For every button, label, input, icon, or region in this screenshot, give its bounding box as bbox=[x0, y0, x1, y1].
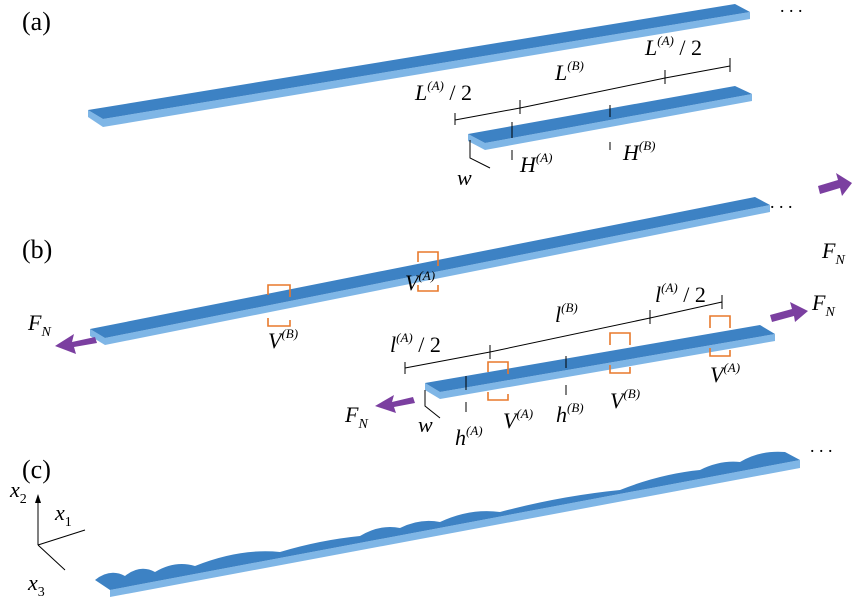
tail: / 2 bbox=[413, 332, 441, 357]
symbol: H bbox=[519, 152, 537, 177]
symbol: F bbox=[344, 402, 359, 427]
annotation: w bbox=[457, 165, 472, 190]
symbol: F bbox=[811, 290, 826, 315]
superscript: (B) bbox=[567, 400, 584, 415]
superscript: (A) bbox=[418, 268, 435, 283]
symbol: w bbox=[418, 412, 433, 437]
annotation: H(B) bbox=[622, 138, 656, 165]
subscript: 3 bbox=[38, 585, 45, 598]
superscript: (B) bbox=[281, 326, 298, 341]
annotation: l(A) / 2 bbox=[390, 330, 441, 357]
annotation: V(B) bbox=[610, 386, 640, 413]
superscript: (A) bbox=[396, 330, 413, 345]
tail: / 2 bbox=[444, 80, 472, 105]
annotation: V(A) bbox=[503, 406, 533, 433]
annotation: V(B) bbox=[268, 326, 298, 353]
superscript: (A) bbox=[516, 406, 533, 421]
superscript: (A) bbox=[536, 150, 553, 165]
annotation: x1 bbox=[54, 500, 72, 530]
annotation: H(A) bbox=[519, 150, 553, 177]
annotation: h(A) bbox=[455, 423, 483, 450]
tail: / 2 bbox=[674, 35, 702, 60]
beam-c-wavy bbox=[95, 452, 800, 597]
ellipsis: . . . bbox=[810, 436, 833, 456]
panel-label: (c) bbox=[22, 455, 51, 484]
ellipsis: . . . bbox=[780, 0, 803, 16]
figure: (a). . .L(A) / 2L(B)L(A) / 2wH(A)H(B)(b)… bbox=[0, 0, 852, 598]
annotation: L(A) / 2 bbox=[414, 78, 472, 105]
superscript: (B) bbox=[623, 386, 640, 401]
symbol: L bbox=[414, 80, 427, 105]
subscript: N bbox=[834, 253, 845, 268]
annotation: l(A) / 2 bbox=[655, 280, 706, 307]
panel-label: (a) bbox=[22, 7, 51, 36]
annotation: FN bbox=[344, 402, 368, 432]
annotation: l(B) bbox=[555, 300, 578, 327]
annotation: L(A) / 2 bbox=[644, 33, 702, 60]
subscript: N bbox=[824, 305, 835, 320]
annotation: h(B) bbox=[556, 400, 584, 427]
superscript: (B) bbox=[639, 138, 656, 153]
annotation: x3 bbox=[27, 570, 45, 598]
symbol: x bbox=[27, 570, 38, 595]
symbol: h bbox=[455, 425, 466, 450]
symbol: H bbox=[622, 140, 640, 165]
panel-label: (b) bbox=[22, 235, 52, 264]
superscript: (A) bbox=[427, 78, 444, 93]
tail: / 2 bbox=[678, 282, 706, 307]
subscript: 2 bbox=[20, 492, 27, 507]
subscript: N bbox=[40, 325, 51, 340]
ellipsis: . . . bbox=[770, 192, 793, 212]
annotation: FN bbox=[821, 238, 845, 268]
superscript: (B) bbox=[561, 300, 578, 315]
annotation: FN bbox=[811, 290, 835, 320]
annotation: V(A) bbox=[710, 360, 740, 387]
annotation: L(B) bbox=[554, 58, 584, 85]
symbol: L bbox=[554, 60, 567, 85]
superscript: (A) bbox=[466, 423, 483, 438]
symbol: w bbox=[457, 165, 472, 190]
superscript: (A) bbox=[661, 280, 678, 295]
symbol: h bbox=[556, 402, 567, 427]
symbol: F bbox=[27, 310, 42, 335]
symbol: x bbox=[9, 477, 20, 502]
superscript: (A) bbox=[657, 33, 674, 48]
superscript: (B) bbox=[567, 58, 584, 73]
subscript: N bbox=[357, 417, 368, 432]
superscript: (A) bbox=[723, 360, 740, 375]
symbol: L bbox=[644, 35, 657, 60]
beam-a-short bbox=[468, 86, 752, 150]
symbol: x bbox=[54, 500, 65, 525]
subscript: 1 bbox=[65, 515, 72, 530]
symbol: F bbox=[821, 238, 836, 263]
annotation: w bbox=[418, 412, 433, 437]
annotation: FN bbox=[27, 310, 51, 340]
